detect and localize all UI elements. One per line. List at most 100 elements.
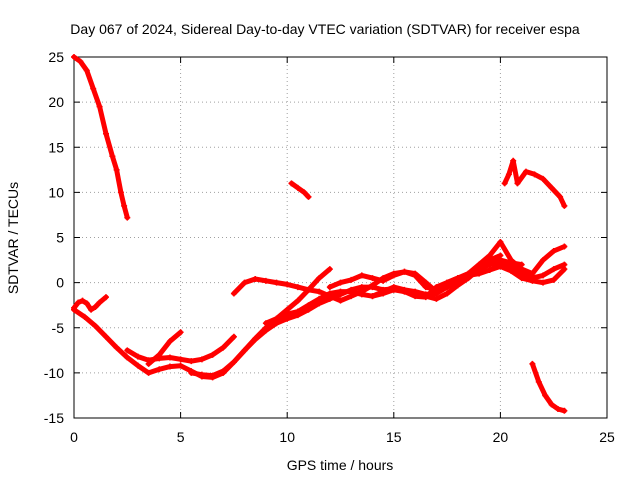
x-tick-labels: 0 5 10 15 20 25	[70, 429, 615, 445]
data-point	[316, 295, 323, 302]
series-arc-13	[369, 259, 568, 300]
data-point	[561, 243, 568, 250]
data-point	[548, 401, 555, 408]
data-point	[88, 306, 95, 313]
data-point	[540, 175, 547, 182]
data-point	[198, 356, 205, 363]
data-point	[412, 288, 419, 295]
data-point	[124, 354, 131, 361]
data-point	[288, 180, 295, 187]
y-tick-label: 10	[48, 184, 64, 200]
data-point	[529, 275, 536, 282]
data-point	[522, 168, 529, 175]
data-point	[401, 268, 408, 275]
data-point	[326, 284, 333, 291]
data-point	[273, 315, 280, 322]
data-point	[505, 171, 512, 178]
data-point	[230, 359, 237, 366]
data-point	[401, 286, 408, 293]
data-point	[294, 184, 301, 191]
series-arc-8	[145, 329, 184, 367]
data-point	[326, 293, 333, 300]
data-point	[166, 354, 173, 361]
data-point	[102, 130, 109, 137]
data-point	[380, 277, 387, 284]
x-tick-label: 10	[279, 429, 295, 445]
data-point	[220, 344, 227, 351]
data-point	[486, 252, 493, 259]
data-point	[145, 369, 152, 376]
x-tick-label: 20	[493, 429, 509, 445]
data-point	[92, 322, 99, 329]
data-point	[262, 277, 269, 284]
data-point	[337, 279, 344, 286]
data-point	[124, 347, 131, 354]
data-point	[510, 157, 517, 164]
data-point	[561, 261, 568, 268]
data-point	[454, 276, 461, 283]
series-line	[71, 54, 130, 221]
chart-title: Day 067 of 2024, Sidereal Day-to-day VTE…	[70, 21, 580, 37]
data-point	[348, 293, 355, 300]
data-point	[540, 279, 547, 286]
data-point	[369, 293, 376, 300]
y-tick-label: 5	[56, 230, 64, 246]
data-point	[81, 313, 88, 320]
data-point	[96, 299, 103, 306]
data-point	[550, 276, 557, 283]
data-point	[121, 202, 128, 209]
data-point	[145, 360, 152, 367]
data-point	[294, 297, 301, 304]
data-point	[348, 276, 355, 283]
data-point	[316, 275, 323, 282]
y-tick-label: -10	[44, 365, 64, 381]
data-point	[422, 291, 429, 298]
data-point	[177, 362, 184, 369]
data-point	[77, 58, 84, 65]
data-point	[241, 347, 248, 354]
data-point	[301, 189, 308, 196]
data-point	[198, 371, 205, 378]
data-point	[156, 351, 163, 358]
data-point	[273, 279, 280, 286]
data-point	[124, 214, 131, 221]
series-arc-4	[529, 360, 568, 414]
x-tick-label: 15	[386, 429, 402, 445]
y-tick-label: -5	[52, 320, 65, 336]
data-point	[369, 282, 376, 289]
data-point	[444, 290, 451, 297]
data-point	[209, 351, 216, 358]
y-tick-label: -15	[44, 410, 64, 426]
series-line	[289, 180, 311, 200]
series-arc-2	[288, 180, 312, 200]
data-point	[561, 202, 568, 209]
x-tick-label: 25	[599, 429, 615, 445]
data-point	[177, 329, 184, 336]
data-point	[358, 272, 365, 279]
data-point	[508, 263, 515, 270]
y-axis-label: SDTVAR / TECUs	[5, 182, 21, 294]
data-point	[540, 272, 547, 279]
data-point	[486, 266, 493, 273]
data-point	[486, 261, 493, 268]
data-point	[156, 366, 163, 373]
data-point	[501, 180, 508, 187]
data-point	[476, 266, 483, 273]
series-arc-9	[188, 252, 504, 379]
data-point	[554, 405, 561, 412]
data-point	[166, 363, 173, 370]
data-point	[134, 362, 141, 369]
data-point	[316, 288, 323, 295]
series-arc-6	[71, 263, 568, 381]
data-point	[531, 171, 538, 178]
data-point	[252, 276, 259, 283]
plot-frame	[73, 56, 608, 419]
data-point	[433, 290, 440, 297]
data-point	[422, 284, 429, 291]
data-point	[262, 320, 269, 327]
data-point	[220, 368, 227, 375]
data-point	[508, 257, 515, 264]
data-point	[177, 356, 184, 363]
data-point	[412, 272, 419, 279]
